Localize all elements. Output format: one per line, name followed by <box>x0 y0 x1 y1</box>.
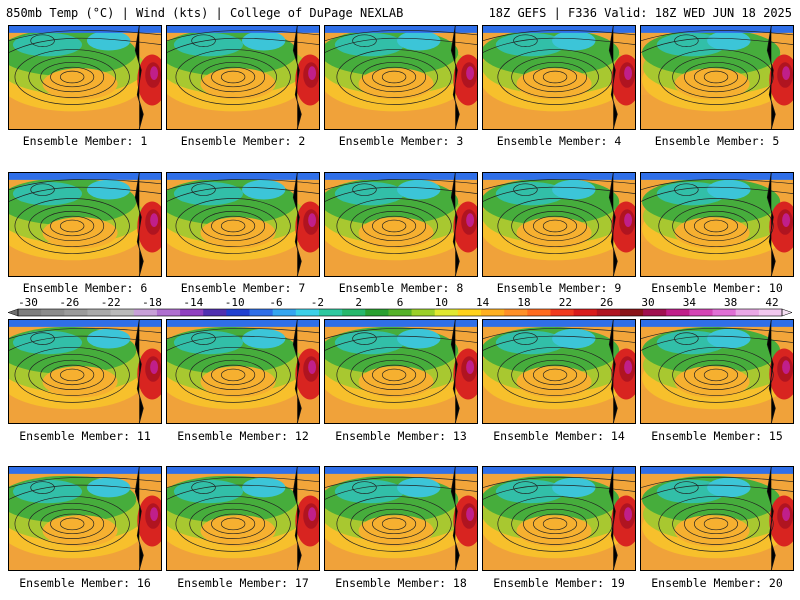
member-label-16: Ensemble Member: 16 <box>19 576 151 590</box>
member-map-2 <box>166 25 320 130</box>
colorbar-tick-label: 30 <box>641 296 654 309</box>
colorbar-swatch <box>411 309 436 316</box>
member-map-5 <box>640 25 794 130</box>
colorbar-swatch <box>573 309 598 316</box>
colorbar-swatch <box>481 309 505 316</box>
colorbar-swatch <box>527 309 551 316</box>
member-label-5: Ensemble Member: 5 <box>654 134 780 148</box>
colorbar-swatch <box>226 309 250 316</box>
member-label-13: Ensemble Member: 13 <box>335 429 467 443</box>
member-label-14: Ensemble Member: 14 <box>493 429 625 443</box>
member-map-7 <box>166 172 320 277</box>
member-label-18: Ensemble Member: 18 <box>335 576 467 590</box>
member-map-3 <box>324 25 478 130</box>
colorbar-swatch <box>689 309 713 316</box>
colorbar-swatch <box>18 309 42 316</box>
member-label-6: Ensemble Member: 6 <box>22 281 148 295</box>
member-map-20 <box>640 466 794 571</box>
colorbar-tick-label: 42 <box>765 296 778 309</box>
run-valid-time: 18Z GEFS | F336 Valid: 18Z WED JUN 18 20… <box>488 6 792 20</box>
colorbar-tick-label: 26 <box>600 296 613 309</box>
member-map-16 <box>8 466 162 571</box>
member-map-13 <box>324 319 478 424</box>
member-label-1: Ensemble Member: 1 <box>22 134 148 148</box>
colorbar-swatch <box>550 309 575 316</box>
member-map-4 <box>482 25 636 130</box>
colorbar-tick-label: -22 <box>101 296 121 309</box>
member-label-10: Ensemble Member: 10 <box>651 281 783 295</box>
colorbar-swatch <box>41 309 65 316</box>
member-label-7: Ensemble Member: 7 <box>180 281 306 295</box>
colorbar-tick-label: -10 <box>225 296 245 309</box>
colorbar-tick-label: -26 <box>59 296 79 309</box>
member-map-15 <box>640 319 794 424</box>
colorbar-swatch <box>133 309 158 316</box>
colorbar-tick-label: 14 <box>476 296 490 309</box>
member-label-19: Ensemble Member: 19 <box>493 576 625 590</box>
colorbar-swatch <box>434 309 459 316</box>
member-label-3: Ensemble Member: 3 <box>338 134 464 148</box>
member-label-9: Ensemble Member: 9 <box>496 281 622 295</box>
member-label-8: Ensemble Member: 8 <box>338 281 464 295</box>
member-label-12: Ensemble Member: 12 <box>177 429 309 443</box>
colorbar-tick-label: -18 <box>142 296 162 309</box>
member-map-8 <box>324 172 478 277</box>
colorbar-tick-label: -2 <box>311 296 324 309</box>
colorbar-swatch <box>342 309 366 316</box>
colorbar-swatch <box>388 309 412 316</box>
member-map-11 <box>8 319 162 424</box>
colorbar-swatch <box>203 309 227 316</box>
member-label-17: Ensemble Member: 17 <box>177 576 309 590</box>
member-map-6 <box>8 172 162 277</box>
member-map-10 <box>640 172 794 277</box>
colorbar-swatch <box>295 309 320 316</box>
member-map-1 <box>8 25 162 130</box>
member-map-19 <box>482 466 636 571</box>
colorbar-swatch <box>619 309 644 316</box>
colorbar-swatch <box>87 309 112 316</box>
colorbar-tick-label: -30 <box>18 296 38 309</box>
colorbar-swatch <box>735 309 760 316</box>
colorbar-swatch <box>272 309 297 316</box>
colorbar-swatch <box>64 309 88 316</box>
colorbar-swatch <box>504 309 528 316</box>
colorbar-swatch <box>365 309 389 316</box>
colorbar-tick-label: -6 <box>269 296 282 309</box>
member-map-17 <box>166 466 320 571</box>
map-title: 850mb Temp (°C) | Wind (kts) | College o… <box>6 6 404 20</box>
temperature-colorbar: -30 -26 -22 -18 -14 -10 -6 -2 2 6 10 14 18 22 26 30 34 38… <box>7 296 793 317</box>
member-map-18 <box>324 466 478 571</box>
colorbar-tick-label: 2 <box>355 296 362 309</box>
colorbar-swatch <box>318 309 343 316</box>
colorbar-swatch <box>643 309 667 316</box>
colorbar-tick-label: 10 <box>435 296 448 309</box>
colorbar-tick-label: 18 <box>517 296 530 309</box>
colorbar-swatch <box>666 309 690 316</box>
colorbar-tick-label: -14 <box>183 296 203 309</box>
member-label-20: Ensemble Member: 20 <box>651 576 783 590</box>
colorbar-swatch <box>249 309 274 316</box>
member-map-12 <box>166 319 320 424</box>
member-label-2: Ensemble Member: 2 <box>180 134 306 148</box>
colorbar-tick-label: 34 <box>683 296 697 309</box>
colorbar-swatch <box>596 309 621 316</box>
colorbar-swatch <box>457 309 482 316</box>
member-map-9 <box>482 172 636 277</box>
member-label-4: Ensemble Member: 4 <box>496 134 622 148</box>
colorbar-tick-label: 22 <box>559 296 572 309</box>
colorbar-swatch <box>758 309 783 316</box>
member-label-15: Ensemble Member: 15 <box>651 429 783 443</box>
colorbar-swatch <box>110 309 135 316</box>
member-label-11: Ensemble Member: 11 <box>19 429 151 443</box>
colorbar-tick-label: 38 <box>724 296 737 309</box>
colorbar-swatch <box>156 309 181 316</box>
member-map-14 <box>482 319 636 424</box>
colorbar-tick-label: 6 <box>397 296 404 309</box>
colorbar-swatch <box>180 309 204 316</box>
colorbar-swatch <box>712 309 737 316</box>
